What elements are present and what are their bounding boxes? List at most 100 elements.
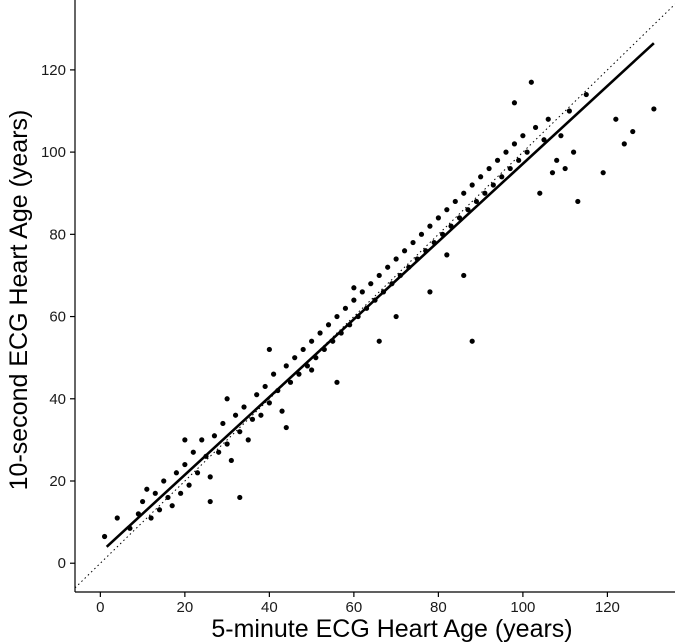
data-point	[376, 338, 382, 344]
data-point	[511, 100, 518, 106]
data-point	[245, 437, 251, 443]
data-point	[393, 313, 399, 320]
data-point	[165, 494, 171, 501]
data-point	[401, 248, 408, 254]
data-point	[410, 239, 416, 246]
data-point	[368, 281, 374, 287]
data-point	[194, 470, 201, 476]
data-point	[516, 157, 522, 163]
data-point	[325, 322, 332, 328]
data-point	[199, 437, 205, 443]
data-point	[528, 79, 534, 85]
x-tick-label: 0	[96, 599, 104, 616]
data-point	[216, 449, 222, 455]
data-point	[465, 207, 471, 213]
data-point	[385, 264, 391, 270]
data-point	[461, 272, 467, 279]
data-point	[292, 355, 298, 361]
y-tick-label: 80	[49, 226, 66, 243]
data-point	[494, 157, 501, 163]
data-point	[562, 165, 568, 172]
data-point	[283, 424, 289, 431]
plot-area	[74, 3, 675, 589]
data-point	[558, 133, 564, 139]
y-tick-label: 120	[41, 62, 66, 79]
data-point	[178, 490, 184, 496]
regression-fit-line	[105, 42, 655, 548]
data-point	[140, 498, 146, 505]
data-point	[144, 486, 150, 492]
data-point	[418, 231, 425, 237]
data-point	[101, 533, 108, 540]
data-point	[351, 285, 357, 291]
data-point	[262, 383, 268, 390]
data-point	[224, 441, 230, 447]
data-point	[486, 165, 492, 172]
data-point	[186, 482, 192, 488]
y-tick-label: 0	[58, 555, 66, 572]
data-point	[220, 420, 226, 427]
data-point	[152, 490, 158, 496]
data-point	[427, 289, 433, 295]
data-point	[376, 272, 382, 279]
data-point	[549, 170, 556, 176]
data-point	[207, 474, 213, 480]
data-point	[334, 313, 340, 320]
data-points	[101, 79, 657, 540]
data-point	[224, 396, 230, 402]
data-point	[482, 190, 488, 196]
data-point	[190, 449, 196, 455]
data-point	[317, 330, 323, 336]
data-point	[566, 108, 572, 114]
y-tick-label: 20	[49, 473, 66, 490]
data-point	[520, 133, 526, 139]
data-point	[545, 116, 551, 122]
data-point	[393, 256, 399, 262]
data-point	[537, 190, 543, 196]
data-point	[461, 190, 467, 196]
data-point	[266, 400, 272, 406]
data-point	[258, 412, 264, 418]
y-axis-title: 10-second ECG Heart Age (years)	[5, 110, 33, 491]
identity-reference-line	[74, 3, 675, 589]
data-point	[651, 106, 657, 112]
data-point	[114, 515, 120, 521]
data-point	[541, 137, 547, 143]
data-point	[211, 433, 218, 439]
data-point	[309, 367, 315, 373]
data-point	[237, 429, 243, 435]
data-point	[148, 515, 154, 521]
data-point	[207, 498, 213, 505]
y-tick-label: 100	[41, 144, 66, 161]
data-point	[232, 412, 239, 418]
x-tick-label: 100	[510, 599, 535, 616]
data-point	[452, 198, 458, 205]
data-point	[532, 124, 539, 131]
data-point	[309, 338, 315, 344]
data-point	[241, 404, 247, 410]
y-axis-ticks: 0 20 40 60 80 100 120	[41, 62, 75, 572]
data-point	[478, 174, 484, 180]
data-point	[351, 297, 357, 303]
data-point	[575, 198, 581, 205]
data-point	[473, 198, 480, 205]
data-point	[283, 363, 289, 369]
data-point	[435, 215, 441, 221]
data-point	[583, 91, 589, 98]
data-point	[173, 470, 180, 476]
x-tick-label: 60	[346, 599, 363, 616]
data-point	[279, 408, 285, 414]
data-point	[156, 507, 163, 513]
data-point	[511, 141, 518, 147]
data-point	[490, 182, 496, 188]
data-point	[287, 379, 294, 385]
data-point	[237, 494, 243, 501]
data-point	[266, 346, 272, 353]
data-point	[613, 116, 619, 122]
data-point	[300, 346, 306, 353]
data-point	[469, 182, 475, 188]
x-axis-ticks: 0 20 40 60 80 100 120	[96, 592, 620, 616]
data-point	[570, 149, 577, 155]
data-point	[249, 416, 256, 422]
data-point	[182, 461, 188, 468]
